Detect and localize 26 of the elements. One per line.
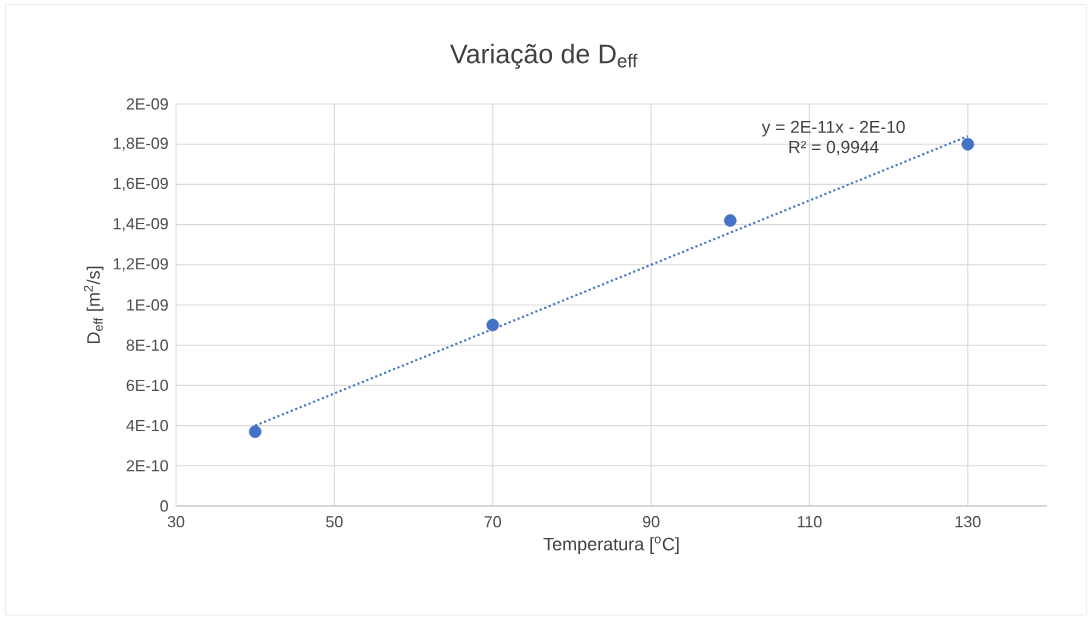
y-tick-label: 4E-10 [126,419,168,432]
y-tick-label: 8E-10 [126,339,168,351]
y-tick-label: 1,8E-09 [113,137,168,151]
y-tick-label: 1,2E-09 [113,258,168,272]
y-tick-label: 0 [160,500,169,512]
y-tick-label: 2E-10 [126,460,168,472]
x-tick-label: 30 [167,516,185,528]
y-tick-label: 2E-09 [126,98,168,110]
y-tick-label: 1E-09 [127,299,168,311]
chart-title: Variação de D$_{eff}$ [450,43,638,69]
x-tick-label: 130 [955,516,981,528]
y-tick-label: 1,4E-09 [113,218,168,232]
x-axis-title: Temperatura [$^{o}$C] [543,536,679,555]
point [961,137,975,151]
x-tick-label: 50 [326,516,343,528]
annotation: R² = 0,9944 [789,140,879,156]
point [724,214,737,227]
point [486,318,499,332]
x-tick-label: 70 [484,516,502,528]
y-tick-label: 6E-10 [126,379,168,392]
y-tick-label: 1,6E-09 [113,177,168,192]
point [248,425,262,438]
x-tick-label: 110 [797,516,822,528]
annotation: y = 2E-11x - 2E-10 [761,120,905,137]
x-tick-label: 90 [642,516,660,528]
y-axis-title: D$_{eff}$ [m$^{2}$/s] [83,266,104,344]
